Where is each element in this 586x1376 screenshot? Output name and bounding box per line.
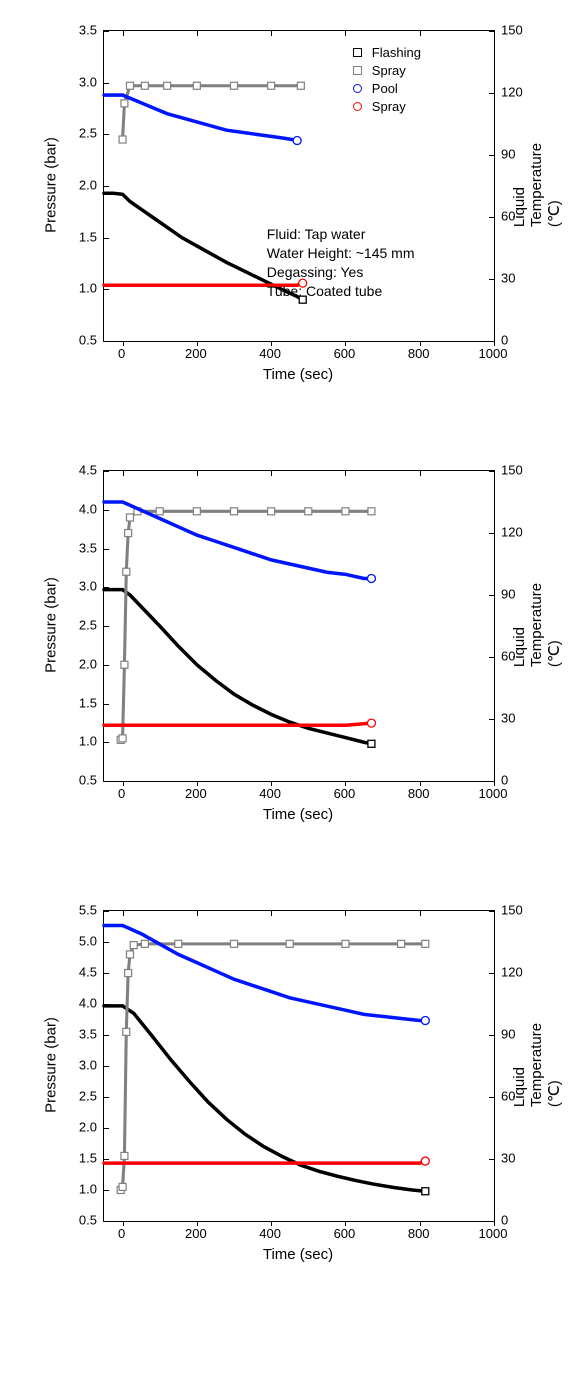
plot-area <box>103 470 495 782</box>
y-right-tick-label: 120 <box>501 85 523 100</box>
chart-2: 0 200 400 600 800 1000 0.5 1.0 1.5 2.0 2.5 3.0 3.5 4.… <box>33 890 553 1280</box>
series-pool <box>104 925 425 1020</box>
legend-item: Pool <box>353 79 421 97</box>
y-right-tick-label: 30 <box>501 1151 515 1166</box>
y-right-tick-label: 150 <box>501 903 523 918</box>
y-left-tick-label: 2.0 <box>79 656 97 671</box>
y-left-tick-label: 2.5 <box>79 618 97 633</box>
x-tick-label: 800 <box>408 346 430 361</box>
y-left-tick-label: 1.5 <box>79 695 97 710</box>
y-left-tick-label: 3.0 <box>79 1058 97 1073</box>
y-left-tick-label: 5.5 <box>79 903 97 918</box>
x-axis-label: Time (sec) <box>263 1246 333 1263</box>
legend-label: Spray <box>372 63 406 78</box>
y-left-axis-label: Pressure (bar) <box>43 577 60 673</box>
legend-label: Flashing <box>372 45 421 60</box>
legend-item: Spray <box>353 61 421 79</box>
x-tick-label: 0 <box>118 786 125 801</box>
y-left-axis-label: Pressure (bar) <box>43 137 60 233</box>
y-left-tick-label: 3.5 <box>79 1027 97 1042</box>
series-pool <box>104 95 297 140</box>
x-tick-label: 0 <box>118 346 125 361</box>
y-left-tick-label: 3.0 <box>79 579 97 594</box>
x-tick-label: 400 <box>259 1226 281 1241</box>
legend-item: Flashing <box>353 43 421 61</box>
y-right-tick-label: 0 <box>501 773 508 788</box>
x-tick-label: 600 <box>334 346 356 361</box>
y-left-tick-label: 1.5 <box>79 229 97 244</box>
series-flashing <box>104 590 371 744</box>
y-right-tick-label: 150 <box>501 463 523 478</box>
x-tick-label: 0 <box>118 1226 125 1241</box>
y-left-tick-label: 1.0 <box>79 281 97 296</box>
y-left-tick-label: 4.5 <box>79 965 97 980</box>
y-left-tick-label: 1.5 <box>79 1151 97 1166</box>
plot-area <box>103 910 495 1222</box>
x-tick-label: 400 <box>259 786 281 801</box>
y-left-tick-label: 1.0 <box>79 734 97 749</box>
series-spray-t <box>104 723 371 725</box>
y-right-axis-label: Liquid Temperature (℃) <box>511 583 563 667</box>
x-tick-label: 600 <box>334 1226 356 1241</box>
y-right-axis-label: Liquid Temperature (℃) <box>511 143 563 227</box>
y-right-tick-label: 30 <box>501 711 515 726</box>
y-left-axis-label: Pressure (bar) <box>43 1017 60 1113</box>
y-left-tick-label: 3.0 <box>79 74 97 89</box>
y-right-tick-label: 120 <box>501 525 523 540</box>
legend-item: Spray <box>353 97 421 115</box>
y-left-tick-label: 1.0 <box>79 1182 97 1197</box>
legend: Flashing Spray Pool Spray <box>345 39 429 119</box>
y-right-tick-label: 0 <box>501 1213 508 1228</box>
legend-label: Pool <box>372 81 398 96</box>
x-tick-label: 600 <box>334 786 356 801</box>
y-left-tick-label: 2.5 <box>79 1089 97 1104</box>
series-layer <box>104 471 494 781</box>
x-tick-label: 1000 <box>479 1226 508 1241</box>
chart-1: 0 200 400 600 800 1000 0.5 1.0 1.5 2.0 2.5 3.0 3.5 4.… <box>33 450 553 840</box>
y-left-tick-label: 4.0 <box>79 501 97 516</box>
y-left-tick-label: 2.5 <box>79 126 97 141</box>
y-left-tick-label: 2.0 <box>79 1120 97 1135</box>
x-axis-label: Time (sec) <box>263 366 333 383</box>
y-left-tick-label: 0.5 <box>79 1213 97 1228</box>
x-tick-label: 1000 <box>479 346 508 361</box>
chart-annotation: Fluid: Tap waterWater Height: ~145 mmDeg… <box>267 225 415 301</box>
y-right-tick-label: 120 <box>501 965 523 980</box>
x-tick-label: 800 <box>408 1226 430 1241</box>
x-tick-label: 1000 <box>479 786 508 801</box>
series-spray-t <box>104 1161 425 1163</box>
legend-label: Spray <box>372 99 406 114</box>
x-tick-label: 800 <box>408 786 430 801</box>
y-left-tick-label: 5.0 <box>79 934 97 949</box>
y-right-tick-label: 30 <box>501 271 515 286</box>
x-tick-label: 200 <box>185 786 207 801</box>
x-axis-label: Time (sec) <box>263 806 333 823</box>
y-left-tick-label: 4.0 <box>79 996 97 1011</box>
y-right-axis-label: Liquid Temperature (℃) <box>511 1023 563 1107</box>
y-left-tick-label: 3.5 <box>79 23 97 38</box>
y-left-tick-label: 0.5 <box>79 333 97 348</box>
y-left-tick-label: 0.5 <box>79 773 97 788</box>
y-left-tick-label: 2.0 <box>79 178 97 193</box>
chart-0: 0 200 400 600 800 1000 0.5 1.0 1.5 2.0 2.5 3.0 3.5 0 3… <box>33 10 553 400</box>
x-tick-label: 400 <box>259 346 281 361</box>
y-left-tick-label: 3.5 <box>79 540 97 555</box>
y-right-tick-label: 150 <box>501 23 523 38</box>
y-left-tick-label: 4.5 <box>79 463 97 478</box>
x-tick-label: 200 <box>185 1226 207 1241</box>
x-tick-label: 200 <box>185 346 207 361</box>
y-right-tick-label: 0 <box>501 333 508 348</box>
series-layer <box>104 911 494 1221</box>
